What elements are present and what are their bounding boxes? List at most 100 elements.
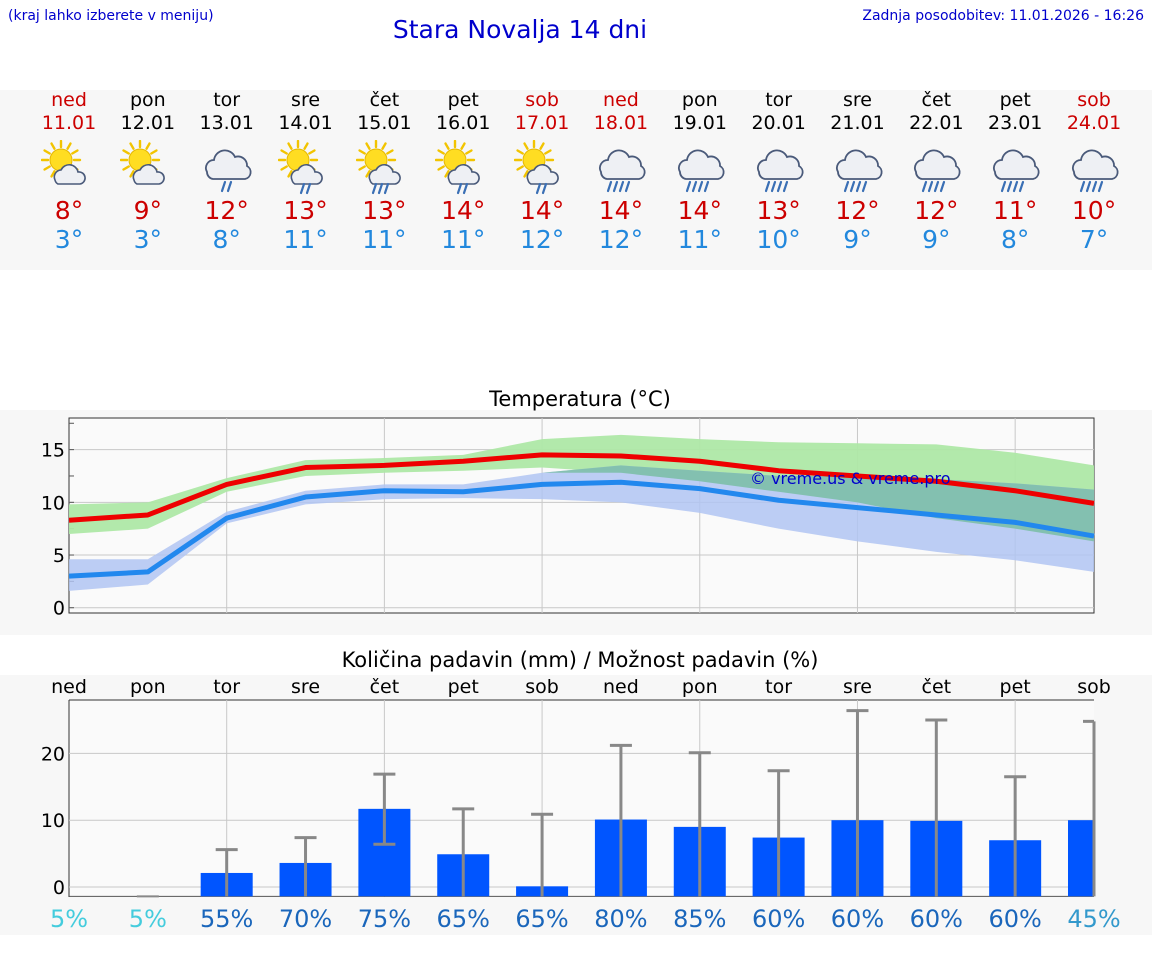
precipitation-probability: 75% (358, 905, 411, 933)
sun-cloud-heavy-rain-icon (356, 140, 402, 195)
day-column: sre 21.01 12° 9° (813, 88, 903, 254)
page-title: Stara Novalja 14 dni (392, 15, 648, 44)
precipitation-day-label: pet (448, 676, 479, 698)
min-temperature: 11° (441, 225, 486, 254)
cloud-heavy-rain-icon (914, 149, 961, 193)
min-temperature: 3° (54, 225, 84, 254)
sun-cloud-icon (41, 140, 86, 185)
day-column: pon 19.01 14° 11° (655, 88, 745, 254)
day-date: 14.01 (278, 112, 333, 134)
max-temperature: 11° (993, 196, 1038, 225)
precipitation-probability: 5% (50, 905, 88, 933)
day-name: ned (51, 89, 87, 111)
max-temperature: 13° (756, 196, 801, 225)
min-temperature: 3° (133, 225, 163, 254)
sun-cloud-icon (119, 140, 165, 185)
precipitation-y-tick-label: 10 (41, 810, 65, 832)
precipitation-probability: 65% (437, 905, 490, 933)
day-date: 16.01 (436, 112, 491, 134)
precipitation-probability: 45% (1067, 905, 1120, 933)
temperature-chart-title: Temperatura (°C) (489, 387, 671, 411)
max-temperature: 12° (914, 196, 959, 225)
cloud-heavy-rain-icon (677, 149, 725, 193)
precipitation-probability: 85% (673, 905, 726, 933)
precipitation-day-label: tor (765, 676, 792, 698)
max-temperature: 10° (1071, 196, 1117, 225)
precipitation-chart: 0 10 20 ned pon tor sre čet pet sob ned pon tor sre če… (41, 676, 1121, 933)
temperature-y-tick-label: 15 (41, 440, 65, 462)
day-name: pet (999, 89, 1031, 111)
day-column: ned 18.01 14° 12° (576, 88, 666, 254)
day-name: tor (213, 89, 241, 111)
precipitation-day-label: pon (682, 676, 718, 698)
min-temperature-line (68, 479, 1095, 579)
max-temperature-band (69, 434, 1094, 542)
max-temperature: 14° (441, 196, 486, 225)
cloud-heavy-rain-icon (756, 149, 804, 193)
min-temperature: 12° (519, 225, 565, 254)
max-temperature-line (68, 452, 1095, 523)
min-temperature: 8° (1000, 225, 1030, 254)
day-column: pet 16.01 14° 11° (418, 88, 508, 254)
day-column: tor 20.01 13° 10° (734, 88, 824, 254)
precipitation-day-label: pet (1000, 676, 1031, 698)
max-temperature: 13° (283, 196, 328, 225)
precipitation-probability: 5% (129, 905, 167, 933)
max-temperature: 9° (133, 196, 163, 225)
max-temperature: 12° (204, 196, 249, 225)
max-temperature: 13° (362, 196, 407, 225)
cloud-heavy-rain-icon (1072, 149, 1119, 193)
sun-cloud-rain-icon (277, 140, 323, 195)
day-column: sre 14.01 13° 11° (261, 88, 351, 254)
min-temperature: 11° (283, 225, 328, 254)
precipitation-day-label: sob (1077, 676, 1111, 698)
day-column: pon 12.01 9° 3° (103, 88, 193, 254)
max-temperature: 14° (677, 196, 722, 225)
day-name: sre (291, 89, 321, 111)
day-date: 18.01 (593, 112, 649, 134)
day-date: 20.01 (751, 112, 806, 134)
precipitation-chart-title: Količina padavin (mm) / Možnost padavin … (341, 648, 819, 672)
min-temperature: 9° (843, 225, 872, 254)
day-date: 13.01 (199, 112, 254, 134)
day-date: 19.01 (672, 112, 727, 134)
day-date: 11.01 (41, 112, 97, 134)
day-name: pon (129, 89, 166, 111)
temperature-y-tick-label: 0 (53, 598, 65, 620)
sun-cloud-rain-icon (514, 140, 559, 195)
precipitation-probability: 60% (910, 905, 963, 933)
precipitation-day-label: pon (130, 676, 166, 698)
precipitation-probability: 60% (831, 905, 884, 933)
sun-cloud-rain-icon (435, 140, 481, 195)
day-date: 23.01 (987, 112, 1043, 134)
cloud-heavy-rain-icon (598, 149, 646, 193)
precipitation-y-tick-label: 20 (41, 743, 65, 765)
min-temperature: 11° (362, 225, 407, 254)
precipitation-day-label: sre (843, 676, 872, 698)
day-name: ned (603, 89, 639, 111)
temperature-y-tick-label: 5 (53, 545, 65, 567)
day-date: 15.01 (357, 112, 412, 134)
min-temperature: 9° (922, 225, 951, 254)
max-temperature: 14° (519, 196, 565, 225)
cloud-heavy-rain-icon (835, 149, 882, 193)
cloud-heavy-rain-icon (993, 149, 1040, 193)
day-date: 24.01 (1066, 112, 1122, 134)
precipitation-day-label: sre (291, 676, 320, 698)
max-temperature: 12° (835, 196, 880, 225)
precipitation-probability: 80% (594, 905, 647, 933)
precipitation-probability: 55% (200, 905, 253, 933)
watermark-text: © vreme.us & vreme.pro (750, 469, 951, 488)
location-hint-link[interactable]: (kraj lahko izberete v meniju) (8, 8, 214, 24)
day-column: čet 15.01 13° 11° (339, 88, 429, 254)
max-temperature: 14° (598, 196, 644, 225)
precipitation-probability: 70% (279, 905, 332, 933)
day-column: tor 13.01 12° 8° (182, 88, 272, 254)
day-column: ned 11.01 8° 3° (24, 88, 114, 254)
day-name: pon (681, 89, 718, 111)
precipitation-day-label: čet (922, 676, 952, 698)
day-date: 22.01 (909, 112, 964, 134)
day-name: tor (765, 89, 793, 111)
precipitation-day-label: čet (370, 676, 400, 698)
min-temperature: 8° (212, 225, 241, 254)
